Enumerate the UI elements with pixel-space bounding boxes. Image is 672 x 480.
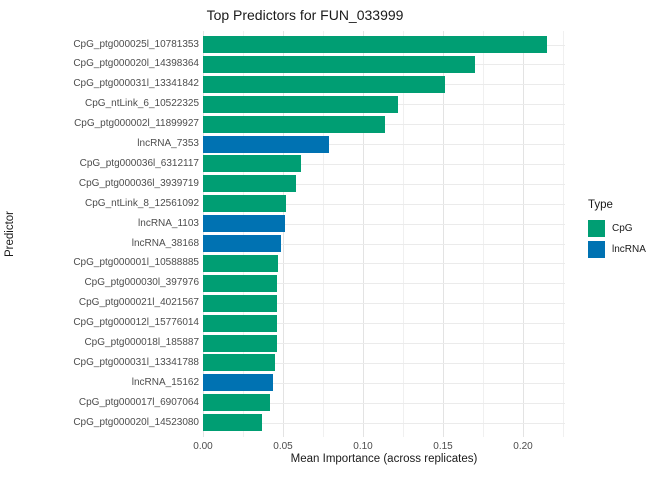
gridline-major-y xyxy=(203,223,565,225)
gridline-major-x xyxy=(283,31,284,437)
y-tick-label: CpG_ptg000025l_10781353 xyxy=(73,38,199,50)
gridline-minor-x xyxy=(243,31,244,437)
y-tick-label: CpG_ptg000001l_10588885 xyxy=(73,257,199,269)
gridline-major-y xyxy=(203,343,565,344)
bar-CpG_ptg000036l_6312117 xyxy=(203,155,301,173)
bar-CpG_ptg000030l_397976 xyxy=(203,274,277,292)
bar-lncRNA_15162 xyxy=(203,374,274,392)
gridline-minor-x xyxy=(403,31,404,437)
gridline-major-y xyxy=(203,203,565,205)
gridline-major-y xyxy=(203,362,565,364)
gridline-major-y xyxy=(203,422,565,424)
legend-entry-lncRNA: lncRNA xyxy=(588,241,646,258)
gridline-major-x xyxy=(523,31,524,437)
legend: Type CpG lncRNA xyxy=(588,199,646,262)
y-tick-label: CpG_ptg000036l_3939719 xyxy=(78,177,199,189)
gridline-major-x xyxy=(203,31,204,437)
gridline-minor-x xyxy=(483,31,484,437)
bar-CpG_ntLink_6_10522325 xyxy=(203,95,399,113)
gridline-major-y xyxy=(203,144,565,145)
x-tick-label: 0.05 xyxy=(273,441,293,452)
y-tick-label: CpG_ntLink_6_10522325 xyxy=(85,98,199,110)
legend-label: lncRNA xyxy=(612,244,646,255)
y-tick-label: CpG_ptg000031l_13341788 xyxy=(73,356,199,368)
gridline-major-y xyxy=(203,283,565,285)
bar-CpG_ntLink_8_12561092 xyxy=(203,195,287,213)
gridline-major-y xyxy=(203,323,565,325)
gridline-major-y xyxy=(203,402,565,404)
gridline-major-x xyxy=(443,31,444,437)
y-tick-label: CpG_ptg000017l_6907064 xyxy=(78,396,199,408)
bar-CpG_ptg000018l_185887 xyxy=(203,334,277,352)
x-tick-label: 0.20 xyxy=(513,441,533,452)
legend-title: Type xyxy=(588,199,613,211)
x-tick-label: 0.15 xyxy=(433,441,453,452)
gridline-major-y xyxy=(203,183,565,185)
gridline-major-x xyxy=(363,31,364,437)
bar-CpG_ptg000002l_11899927 xyxy=(203,115,386,133)
y-tick-label: CpG_ptg000012l_15776014 xyxy=(73,317,199,329)
bar-lncRNA_7353 xyxy=(203,135,330,153)
y-tick-label: lncRNA_7353 xyxy=(137,138,199,149)
x-tick-label: 0.00 xyxy=(193,441,213,452)
y-tick-label: CpG_ptg000030l_397976 xyxy=(84,277,199,289)
y-tick-label: CpG_ptg000018l_185887 xyxy=(84,337,199,348)
bar-CpG_ptg000021l_4021567 xyxy=(203,294,277,312)
y-tick-label: CpG_ptg000020l_14523080 xyxy=(73,416,199,428)
bar-CpG_ptg000020l_14523080 xyxy=(203,414,263,432)
y-axis-title: Predictor xyxy=(4,210,16,258)
bar-CpG_ptg000012l_15776014 xyxy=(203,314,277,332)
bar-CpG_ptg000031l_13341842 xyxy=(203,75,445,93)
y-tick-label: lncRNA_1103 xyxy=(138,217,199,229)
y-tick-label: CpG_ptg000020l_14398364 xyxy=(73,58,199,70)
legend-label: CpG xyxy=(612,223,633,234)
bar-lncRNA_1103 xyxy=(203,215,285,233)
gridline-major-y xyxy=(203,263,565,265)
gridline-minor-x xyxy=(323,31,324,437)
x-tick-label: 0.10 xyxy=(353,441,373,452)
bar-lncRNA_38168 xyxy=(203,235,282,252)
y-tick-label: CpG_ptg000036l_6312117 xyxy=(79,157,199,169)
legend-entry-CpG: CpG xyxy=(588,220,646,237)
gridline-major-y xyxy=(203,382,565,384)
y-tick-label: lncRNA_38168 xyxy=(131,237,199,249)
bar-CpG_ptg000025l_10781353 xyxy=(203,36,547,53)
y-tick-label: lncRNA_15162 xyxy=(131,376,199,388)
bar-CpG_ptg000036l_3939719 xyxy=(203,175,296,193)
y-tick-label: CpG_ptg000021l_4021567 xyxy=(78,297,199,309)
y-tick-label: CpG_ptg000031l_13341842 xyxy=(73,78,199,90)
y-tick-label: CpG_ptg000002l_11899927 xyxy=(74,118,199,130)
bar-CpG_ptg000020l_14398364 xyxy=(203,55,475,73)
bar-CpG_ptg000001l_10588885 xyxy=(203,254,279,272)
gridline-major-y xyxy=(203,163,565,165)
x-axis-title: Mean Importance (across replicates) xyxy=(290,453,478,465)
gridline-major-y xyxy=(203,303,565,305)
legend-swatch-CpG xyxy=(588,220,605,237)
gridline-minor-x xyxy=(563,31,564,437)
bar-CpG_ptg000031l_13341788 xyxy=(203,354,275,372)
gridline-major-y xyxy=(203,243,565,245)
y-tick-label: CpG_ntLink_8_12561092 xyxy=(85,197,199,209)
legend-swatch-lncRNA xyxy=(588,241,605,258)
bar-CpG_ptg000017l_6907064 xyxy=(203,394,271,412)
chart-title: Top Predictors for FUN_033999 xyxy=(206,7,404,23)
legend-entries: CpG lncRNA xyxy=(588,220,646,258)
plot-panel xyxy=(203,31,565,437)
